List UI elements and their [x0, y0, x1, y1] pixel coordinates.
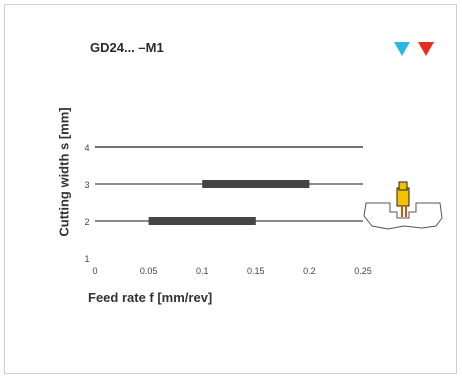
x-tick-label: 0 — [92, 266, 97, 276]
y-tick-label: 3 — [84, 180, 89, 190]
range-bar-1 — [202, 180, 310, 188]
chart-title: GD24... –M1 — [90, 40, 164, 55]
x-tick-label: 0.05 — [140, 266, 158, 276]
x-tick-label: 0.15 — [247, 266, 265, 276]
y-tick-label: 4 — [84, 143, 89, 153]
chart-card — [4, 4, 457, 374]
x-axis-label: Feed rate f [mm/rev] — [88, 290, 213, 305]
cyan-triangle-marker-icon — [394, 42, 410, 56]
red-triangle-marker-icon — [418, 42, 434, 56]
x-tick-label: 0.1 — [196, 266, 209, 276]
x-tick-label: 0.2 — [303, 266, 316, 276]
y-tick-label: 2 — [84, 217, 89, 227]
y-tick-label: 1 — [84, 254, 89, 264]
x-tick-label: 0.25 — [354, 266, 372, 276]
parting-tool-icon — [363, 181, 443, 230]
range-bar-2 — [148, 217, 256, 225]
marker-legend — [394, 42, 442, 61]
